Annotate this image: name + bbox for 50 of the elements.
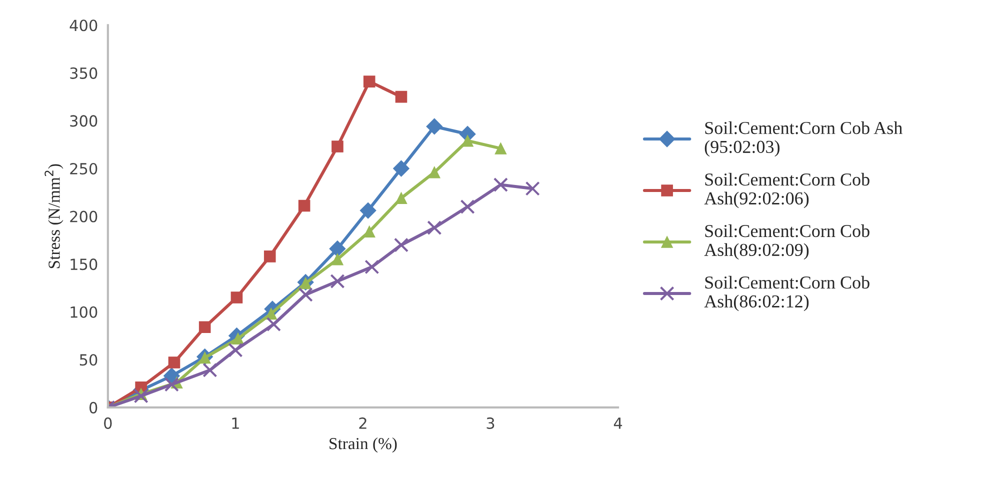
y-tick-label: 200: [70, 210, 98, 222]
point: [393, 160, 410, 177]
y-tick-label: 250: [70, 162, 98, 175]
x-tick-label: 1: [232, 418, 239, 429]
legend-label: Soil:Cement:Corn Cob Ash(89:02:09): [704, 224, 870, 260]
y-tick-label: 50: [80, 354, 98, 366]
x-tick-label: 0: [104, 417, 112, 429]
point: [198, 321, 211, 334]
point: [426, 118, 443, 135]
point: [428, 166, 440, 178]
point: [394, 238, 409, 252]
legend-label: Soil:Cement:Corn Cob Ash (95:02:03): [704, 121, 902, 157]
point: [298, 200, 310, 212]
point: [493, 177, 508, 192]
point: [202, 362, 218, 378]
point: [330, 274, 345, 289]
point: [395, 192, 408, 204]
y-tick-label: 150: [70, 258, 98, 270]
x-axis-title: Strain (%): [330, 437, 397, 453]
x-tick-label: 4: [614, 418, 622, 429]
point: [462, 134, 474, 147]
point: [168, 356, 180, 368]
point: [134, 388, 148, 404]
legend-label: Soil:Cement:Corn Cob Ash(86:02:12): [704, 276, 870, 312]
point: [230, 292, 243, 304]
point: [266, 316, 281, 332]
point: [329, 240, 346, 257]
y-tick-label: 350: [70, 67, 98, 79]
point: [164, 377, 179, 392]
point: [363, 76, 376, 88]
point: [494, 142, 507, 154]
legend-label: Soil:Cement:Corn Cob Ash(92:02:06): [704, 172, 870, 208]
point: [228, 342, 243, 358]
point: [525, 181, 540, 196]
point: [332, 140, 344, 152]
point: [460, 199, 475, 214]
point: [332, 253, 344, 266]
y-tick-label: 0: [89, 402, 98, 414]
point: [364, 260, 380, 274]
point: [298, 287, 313, 302]
point: [395, 90, 408, 103]
y-tick-label: 400: [70, 20, 98, 32]
y-tick-label: 300: [70, 115, 98, 127]
point: [264, 250, 276, 262]
x-tick-label: 3: [486, 417, 494, 429]
point: [427, 220, 442, 236]
y-axis-title: Stress (N/mm$^{2}$): [44, 164, 64, 268]
point: [360, 202, 376, 219]
x-tick-label: 2: [359, 417, 366, 429]
y-tick-label: 100: [70, 306, 98, 318]
